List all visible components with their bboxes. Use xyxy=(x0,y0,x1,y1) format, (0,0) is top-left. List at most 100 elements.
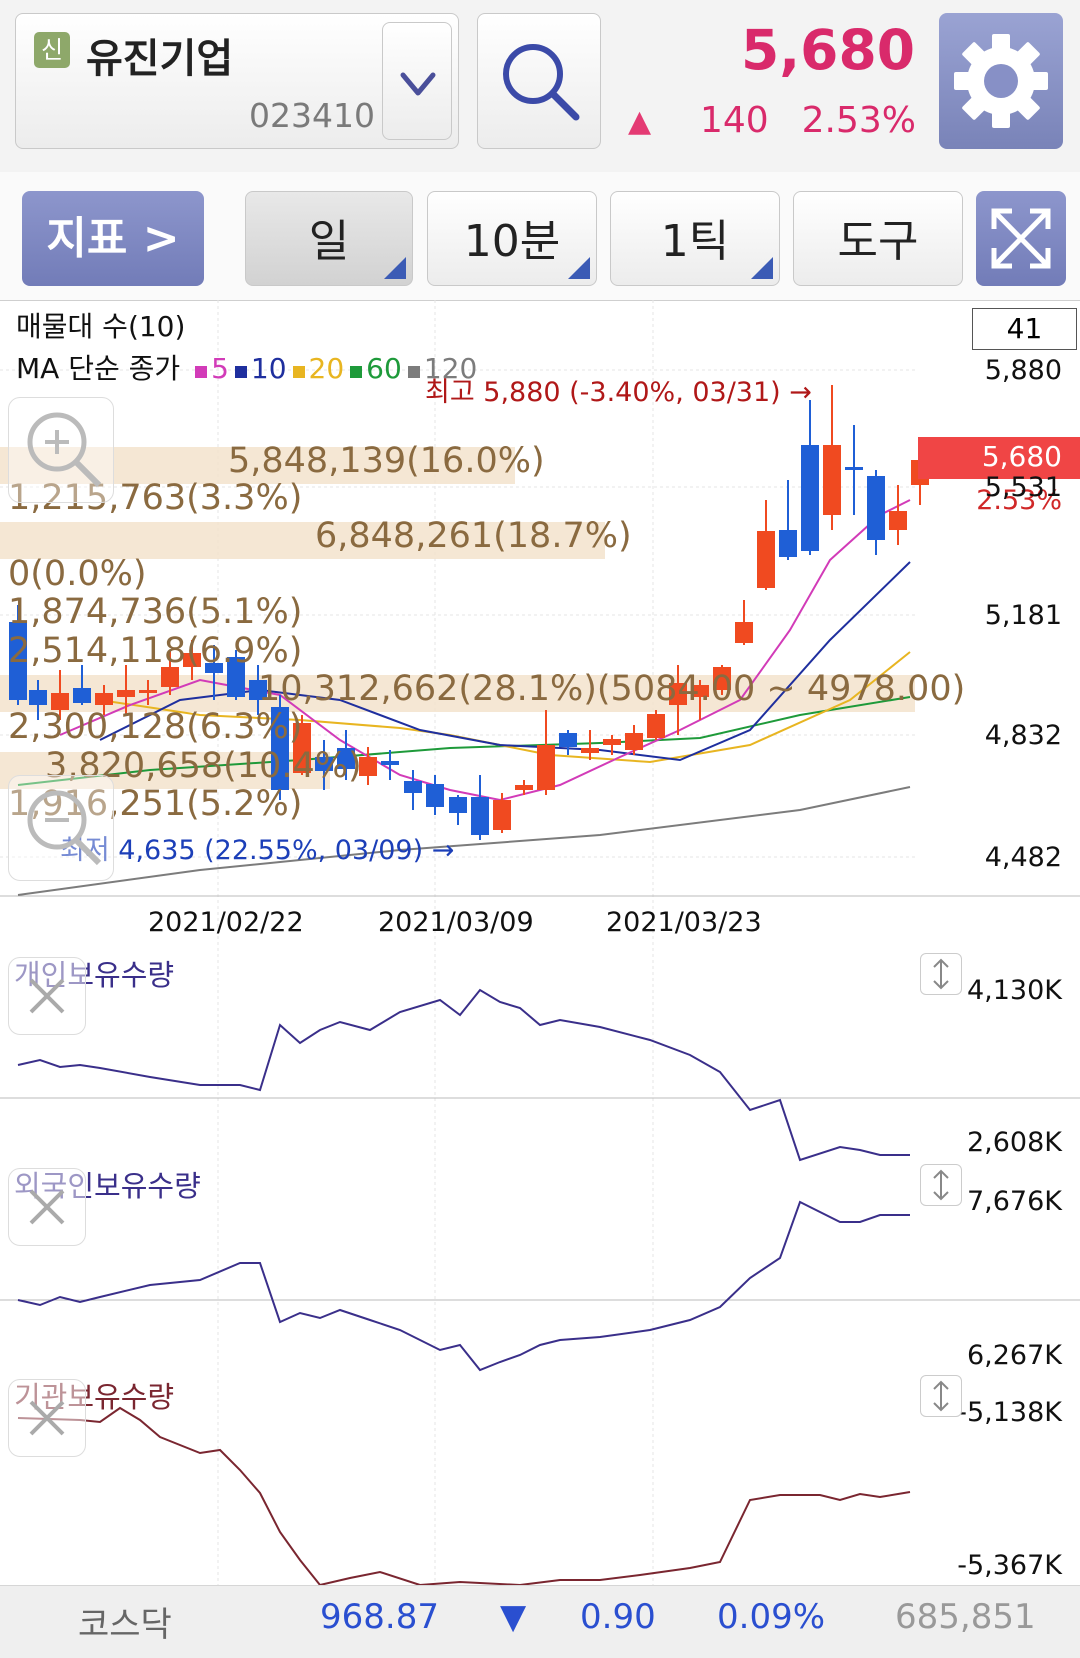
zoom-in-icon xyxy=(27,412,102,488)
candle-body xyxy=(691,685,709,697)
credit-badge: 신 xyxy=(34,32,70,68)
date-tick-label: 2021/03/09 xyxy=(378,907,534,938)
stock-selector[interactable]: 신 유진기업 023410 xyxy=(15,13,459,149)
panel-resize-handle[interactable] xyxy=(920,1375,962,1417)
price-change-percent: 2.53% xyxy=(801,100,916,141)
current-price-tag xyxy=(918,437,1080,479)
vertical-resize-icon xyxy=(933,1169,949,1201)
zoom-out-icon xyxy=(27,790,102,866)
panel-min-label: 6,267K xyxy=(966,1340,1062,1371)
price-tick-label: 5,880 xyxy=(984,355,1062,386)
search-icon xyxy=(503,44,580,121)
candle-body xyxy=(581,748,599,753)
candle-body xyxy=(271,707,289,790)
candle-body xyxy=(293,723,311,773)
up-triangle-icon: ▲ xyxy=(628,104,652,139)
value-box: 41 xyxy=(972,308,1077,350)
volume-profile-bar xyxy=(0,675,915,712)
holding-panels xyxy=(17,988,911,1585)
candle-body xyxy=(249,680,267,700)
ma-120-line xyxy=(17,786,911,896)
ma-color-swatch xyxy=(195,366,208,378)
volume-profile-label: 1,215,763(3.3%) xyxy=(8,478,303,518)
candle-body xyxy=(117,690,135,697)
volume-profile-bar xyxy=(0,522,605,559)
price-tick-label: 4,832 xyxy=(984,720,1062,751)
close-icon xyxy=(29,1189,65,1225)
candle-body xyxy=(713,667,731,690)
candle-body xyxy=(9,622,27,700)
panel-max-label: 4,130K xyxy=(966,975,1062,1006)
period-day-button[interactable]: 일 xyxy=(245,191,413,286)
volume-profile-bar xyxy=(0,447,515,484)
candle-body xyxy=(669,683,687,705)
price-change: 140 xyxy=(700,100,769,141)
candle-body xyxy=(515,785,533,790)
period-tick-button[interactable]: 1틱 xyxy=(610,191,780,286)
gear-icon xyxy=(954,34,1048,128)
period-minute-button[interactable]: 10분 xyxy=(427,191,597,286)
panel-resize-handle[interactable] xyxy=(920,953,962,995)
tools-button[interactable]: 도구 xyxy=(793,191,963,286)
candle-body xyxy=(73,688,91,703)
candle-body xyxy=(95,693,113,705)
fullscreen-button[interactable] xyxy=(976,191,1066,286)
expand-icon xyxy=(991,208,1051,269)
panel-close-button[interactable] xyxy=(8,1168,86,1246)
stock-dropdown-button[interactable] xyxy=(382,22,452,140)
panel-max-label: 7,676K xyxy=(966,1186,1062,1217)
volume-profile-label: 1,874,736(5.1%) xyxy=(8,592,303,632)
volume-profile-label: 5,848,139(16.0%) xyxy=(228,441,545,481)
holding-line xyxy=(17,1406,911,1585)
index-volume: 685,851 xyxy=(895,1597,1036,1637)
ma-legend-item: 120 xyxy=(407,352,478,385)
search-button[interactable] xyxy=(477,13,601,149)
candle-body xyxy=(183,653,201,667)
panel-max-label: -5,138K xyxy=(957,1397,1062,1428)
panel-resize-handle[interactable] xyxy=(920,1164,962,1206)
stock-name: 유진기업 xyxy=(86,36,234,82)
volume-profile-label: 6,848,261(18.7%) xyxy=(315,516,632,556)
candle-body xyxy=(51,693,69,710)
volume-profile-title: 매물대 수(10) xyxy=(16,310,186,343)
current-pct-tag-label: 2.53% xyxy=(976,485,1062,516)
chart-canvas[interactable] xyxy=(0,300,1080,1585)
ma-period-label: 5 xyxy=(211,352,229,385)
ma-legend-item: 60 xyxy=(350,352,402,385)
zoom-in-button[interactable] xyxy=(8,397,114,503)
ma-period-label: 120 xyxy=(423,352,478,385)
candle-body xyxy=(845,467,863,470)
holding-line xyxy=(17,988,910,1162)
ma-title: MA 단순 종가 xyxy=(16,352,181,385)
candle-body xyxy=(801,445,819,551)
close-icon xyxy=(29,1400,65,1436)
ma-legend-item: 10 xyxy=(234,352,287,385)
candle-body xyxy=(493,800,511,830)
high-price-note: 최고 5,880 (-3.40%, 03/31) → xyxy=(425,377,812,408)
index-name: 코스닥 xyxy=(78,1605,172,1645)
candle-body xyxy=(359,757,377,776)
zoom-out-button[interactable] xyxy=(8,775,114,881)
candle-body xyxy=(823,445,841,515)
candle-body xyxy=(315,757,333,771)
period-minute-label: 10분 xyxy=(463,216,561,267)
volume-profile-label: 2,300,128(6.3%) xyxy=(8,707,303,747)
panel-min-label: 2,608K xyxy=(966,1127,1062,1158)
ma-legend-item: 5 xyxy=(195,352,229,385)
period-day-label: 일 xyxy=(308,216,350,267)
candle-body xyxy=(647,714,665,738)
ma-period-label: 20 xyxy=(308,352,345,385)
panel-close-button[interactable] xyxy=(8,1379,86,1457)
candle-body xyxy=(337,748,355,769)
candle-body xyxy=(735,622,753,643)
candle-body xyxy=(139,690,157,693)
date-tick-label: 2021/03/23 xyxy=(606,907,762,938)
index-change-percent: 0.09% xyxy=(717,1597,826,1637)
market-index-bar[interactable] xyxy=(0,1585,1080,1658)
ma-color-swatch xyxy=(234,366,247,378)
indicator-button[interactable]: 지표 > xyxy=(22,191,204,286)
volume-profile-label: 0(0.0%) xyxy=(8,554,147,594)
panel-close-button[interactable] xyxy=(8,957,86,1035)
settings-button[interactable] xyxy=(939,13,1063,149)
candle-body xyxy=(471,797,489,835)
